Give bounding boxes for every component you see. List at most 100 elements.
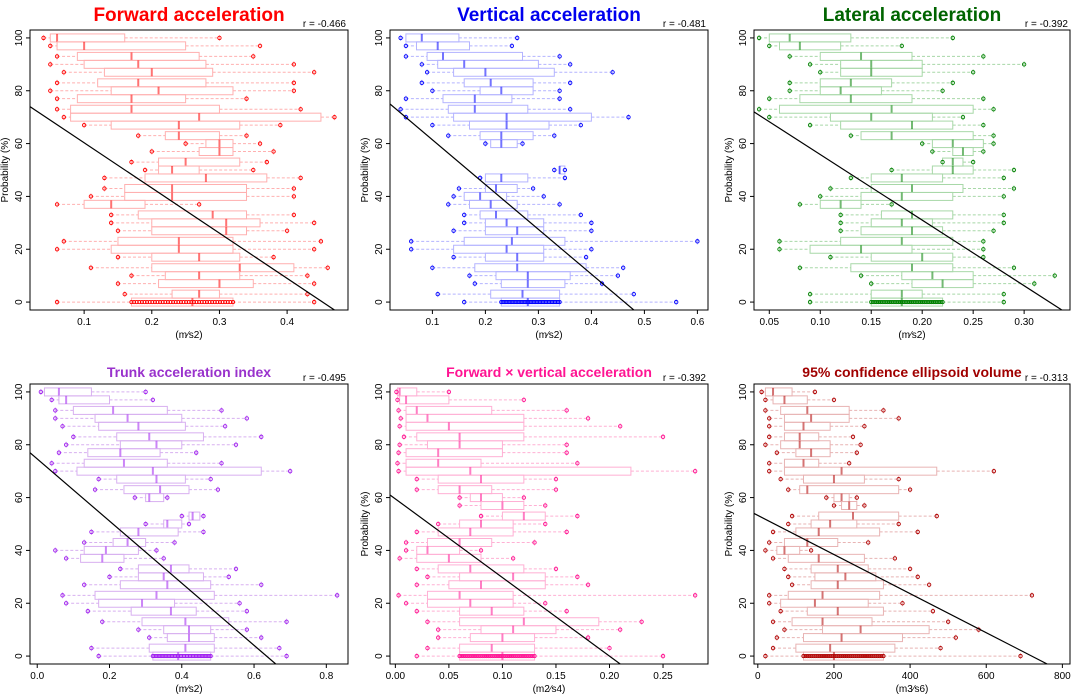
extreme-point-high [585,416,591,421]
chart-panel-vertical: 0 20 40 60 80 100 0.1 0.2 0.3 0.4 0.5 0.6 (m∕s2) Prob… [360,5,709,341]
correlation-label: r = -0.392 [663,373,707,384]
box-row-97 [763,395,837,405]
y-tick-label: 40 [14,544,25,556]
extreme-point-low [414,582,419,587]
extreme-point-high [557,96,562,101]
x-tick-label: 0.30 [1014,317,1034,328]
y-tick-label: 100 [738,383,749,400]
extreme-point-high [217,35,222,41]
box-row-67 [414,474,559,484]
point-zero-row [840,654,845,659]
y-tick-label: 0 [14,299,25,305]
point-zero-row [465,654,470,659]
extreme-point-low [807,122,813,128]
extreme-point-low [118,566,123,572]
extreme-point-high [161,556,166,561]
point-zero-row [147,300,152,305]
extreme-point-low [414,529,419,535]
iqr-box [810,580,884,590]
point-zero-row [150,300,155,305]
point-zero-row [871,654,876,659]
extreme-point-high [981,96,986,101]
extreme-point-low [797,202,803,207]
extreme-point-low [777,239,782,244]
extreme-point-high [312,247,317,252]
chart-panel-trunk: 0 20 40 60 80 100 0.0 0.2 0.4 0.6 0.8 (m∕s2) Trunk a… [14,364,349,695]
box-row-37 [770,553,898,563]
extreme-point-low [456,186,462,191]
point-zero-row [197,300,202,305]
point-zero-row [874,300,879,305]
extreme-point-high [172,540,177,545]
extreme-point-low [425,646,430,651]
extreme-point-low [115,228,121,233]
extreme-point-high [564,442,569,447]
extreme-point-high [981,247,986,252]
extreme-point-low [403,115,409,120]
extreme-point-high [1032,281,1037,286]
extreme-point-high [335,593,340,598]
iqr-box [98,421,186,431]
extreme-point-low [81,122,87,128]
extreme-point-high [257,43,263,48]
extreme-point-low [831,503,837,508]
box-row-97 [395,395,526,405]
point-zero-row [867,654,872,659]
extreme-point-high [950,35,955,41]
plot-area [30,33,337,310]
extreme-point-low [102,186,107,191]
extreme-point-low [396,408,401,413]
extreme-point-low [818,70,823,75]
point-zero-row [155,300,160,305]
point-zero-row [207,300,212,305]
point-zero-row [557,300,562,305]
point-zero-row [823,654,829,659]
extreme-point-high [568,107,573,112]
extreme-point-low [767,115,772,120]
extreme-point-low [787,54,792,59]
iqr-box [416,41,470,51]
x-tick-label: 0.8 [319,671,333,682]
extreme-point-low [451,255,456,260]
box-row-77 [56,448,199,458]
extreme-point-high [264,159,269,165]
iqr-box [795,527,881,537]
box-row-0 [54,297,317,307]
box-row-40 [53,545,159,555]
box-row-47 [477,173,568,183]
extreme-point-low [96,476,101,482]
box-row-93 [403,51,562,61]
extreme-point-low [436,627,441,632]
extreme-point-low [61,239,66,244]
extreme-point-low [414,487,419,492]
extreme-point-high [143,389,148,395]
extreme-point-low [763,548,768,553]
point-zero-row [484,654,489,659]
extreme-point-high [298,107,303,112]
x-tick-label: 0.05 [439,671,459,682]
extreme-point-low [807,292,813,297]
extreme-point-low [770,556,776,561]
extreme-point-high [896,476,901,482]
x-tick-label: 0.5 [637,317,651,328]
extreme-point-low [424,70,430,75]
extreme-point-high [660,653,666,659]
extreme-point-high [907,566,913,572]
plot-frame [753,383,1071,665]
extreme-point-high [237,601,242,606]
extreme-point-high [940,88,945,93]
iqr-box [484,252,545,262]
extreme-point-high [201,513,206,519]
extreme-point-high [154,548,159,553]
extreme-point-high [971,159,976,165]
point-zero-row [844,654,849,659]
regression-line [390,103,635,310]
point-zero-row [850,654,855,659]
point-zero-row [891,300,896,305]
point-zero-row [459,654,464,659]
point-zero-row [225,300,230,305]
y-tick-label: 100 [14,383,25,400]
extreme-point-low [54,80,60,85]
extreme-point-high [288,469,293,474]
y-tick-label: 20 [374,243,385,255]
